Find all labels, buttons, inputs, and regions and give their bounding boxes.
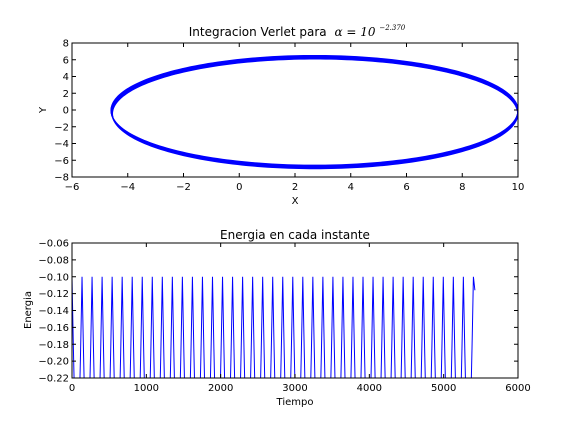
energy-xlabel: Tiempo bbox=[276, 397, 314, 408]
orbit-path bbox=[111, 58, 518, 170]
orbit-xtick-label: 10 bbox=[512, 182, 525, 193]
energy-xtick-label: 1000 bbox=[134, 383, 159, 394]
energy-path bbox=[72, 276, 476, 378]
energy-xtick-label: 5000 bbox=[431, 383, 456, 394]
orbit-ytick-label: −6 bbox=[54, 156, 69, 167]
energy-ticks: 0 1000 2000 3000 4000 5000 6000 −0.22 −0.20 −0.18… bbox=[38, 239, 530, 395]
orbit-plot-frame bbox=[71, 42, 519, 178]
orbit-ytick-label: 8 bbox=[63, 39, 69, 50]
orbit-ytick-label: −8 bbox=[54, 173, 69, 184]
orbit-xtick-label: 4 bbox=[348, 182, 354, 193]
energy-xtick-label: 3000 bbox=[282, 383, 307, 394]
orbit-xtick-label: 0 bbox=[236, 182, 242, 193]
orbit-ytick-label: −2 bbox=[54, 122, 69, 133]
orbit-plot-title: Integracion Verlet para α = 10 −2.370 bbox=[189, 24, 406, 39]
orbit-xtick-label: −2 bbox=[176, 182, 191, 193]
orbit-plot: Integracion Verlet para α = 10 −2.370 −6… bbox=[38, 24, 524, 207]
orbit-xtick-label: −4 bbox=[120, 182, 135, 193]
energy-ytick-label: −0.14 bbox=[38, 306, 69, 317]
orbit-xtick-label: −6 bbox=[65, 182, 80, 193]
orbit-xtick-label: 6 bbox=[403, 182, 409, 193]
energy-ytick-label: −0.20 bbox=[38, 357, 69, 368]
energy-ytick-label: −0.22 bbox=[38, 374, 69, 385]
orbit-title-math: α = 10 bbox=[334, 25, 375, 39]
energy-ytick-label: −0.16 bbox=[38, 323, 69, 334]
orbit-xtick-label: 2 bbox=[292, 182, 298, 193]
energy-xtick-label: 4000 bbox=[357, 383, 382, 394]
energy-ylabel: Energia bbox=[23, 291, 34, 329]
orbit-ytick-label: 4 bbox=[63, 72, 69, 83]
orbit-title-exponent: −2.370 bbox=[379, 24, 405, 32]
orbit-xlabel: X bbox=[292, 196, 299, 207]
orbit-ylabel: Y bbox=[38, 106, 49, 114]
orbit-title-text: Integracion Verlet para bbox=[189, 25, 327, 39]
orbit-ytick-label: 2 bbox=[63, 89, 69, 100]
energy-ytick-label: −0.06 bbox=[38, 239, 69, 250]
orbit-ytick-label: 6 bbox=[63, 55, 69, 66]
energy-ytick-label: −0.12 bbox=[38, 289, 69, 300]
energy-xtick-label: 0 bbox=[69, 383, 75, 394]
orbit-series bbox=[110, 54, 518, 170]
energy-plot-title: Energia en cada instante bbox=[220, 228, 370, 242]
energy-ytick-label: −0.08 bbox=[38, 255, 69, 266]
energy-ytick-label: −0.18 bbox=[38, 340, 69, 351]
orbit-xtick-label: 8 bbox=[459, 182, 465, 193]
orbit-ytick-label: −4 bbox=[54, 139, 69, 150]
energy-series bbox=[72, 276, 476, 378]
energy-xtick-label: 2000 bbox=[208, 383, 233, 394]
energy-xtick-label: 6000 bbox=[505, 383, 530, 394]
energy-plot: Energia en cada instante 0 1000 2000 3000 40… bbox=[23, 228, 531, 408]
energy-plot-frame bbox=[71, 242, 519, 379]
energy-ytick-label: −0.10 bbox=[38, 272, 69, 283]
orbit-ytick-label: 0 bbox=[63, 106, 69, 117]
